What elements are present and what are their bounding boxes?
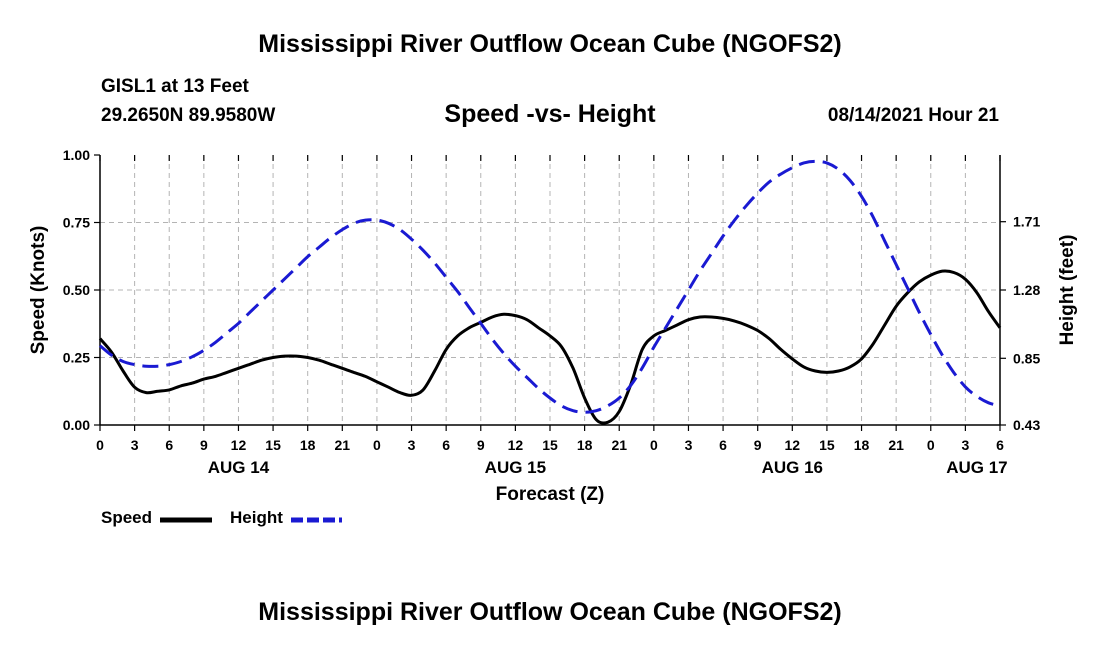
y-tick-label: 0.00 bbox=[63, 417, 90, 433]
y2-tick-label: 1.28 bbox=[1013, 282, 1040, 298]
legend-speed-label: Speed bbox=[101, 508, 153, 527]
x-tick-label: 3 bbox=[961, 437, 969, 453]
x-tick-label: 0 bbox=[650, 437, 658, 453]
x-tick-label: 12 bbox=[785, 437, 801, 453]
x-tick-label: 15 bbox=[265, 437, 281, 453]
axes bbox=[94, 154, 1006, 431]
day-label: AUG 15 bbox=[485, 458, 546, 477]
x-tick-label: 6 bbox=[442, 437, 450, 453]
y-tick-label: 0.25 bbox=[63, 350, 90, 366]
x-tick-label: 21 bbox=[611, 437, 627, 453]
x-axis-title: Forecast (Z) bbox=[496, 484, 605, 505]
x-tick-label: 0 bbox=[373, 437, 381, 453]
y2-tick-label: 0.85 bbox=[1013, 350, 1040, 366]
series bbox=[98, 159, 1002, 425]
x-tick-label: 0 bbox=[927, 437, 935, 453]
x-tick-label: 15 bbox=[819, 437, 835, 453]
x-tick-label: 18 bbox=[854, 437, 870, 453]
chart-main-title: Mississippi River Outflow Ocean Cube (NG… bbox=[258, 30, 842, 58]
y-tick-label: 0.75 bbox=[63, 215, 90, 231]
x-tick-label: 6 bbox=[165, 437, 173, 453]
x-tick-label: 3 bbox=[131, 437, 139, 453]
height-series-line bbox=[99, 159, 1001, 414]
x-tick-label: 9 bbox=[477, 437, 485, 453]
x-tick-label: 18 bbox=[577, 437, 593, 453]
x-tick-label: 21 bbox=[335, 437, 351, 453]
speed-series-line bbox=[98, 269, 1002, 425]
x-tick-label: 3 bbox=[408, 437, 416, 453]
day-label: AUG 16 bbox=[762, 458, 823, 477]
x-tick-label: 9 bbox=[754, 437, 762, 453]
axis-labels: 0 3 6 9 12 15 18 21 0 3 6 9 12 15 18 21 0 3 6 9 12 15 18 21 0 3 6 A… bbox=[28, 147, 1078, 505]
x-tick-label: 18 bbox=[300, 437, 316, 453]
station-coordinates: 29.2650N 89.9580W bbox=[101, 105, 276, 126]
y2-tick-label: 0.43 bbox=[1013, 417, 1040, 433]
legend-height-label: Height bbox=[230, 508, 283, 527]
footer-title: Mississippi River Outflow Ocean Cube (NG… bbox=[258, 598, 842, 626]
x-tick-label: 12 bbox=[508, 437, 524, 453]
y-tick-label: 0.50 bbox=[63, 282, 90, 298]
station-name: GISL1 at 13 Feet bbox=[101, 76, 249, 97]
x-tick-label: 15 bbox=[542, 437, 558, 453]
y-axis-title: Speed (Knots) bbox=[28, 226, 49, 355]
y2-tick-label: 1.71 bbox=[1013, 214, 1040, 230]
chart-subtitle: Speed -vs- Height bbox=[444, 100, 656, 128]
x-tick-label: 21 bbox=[888, 437, 904, 453]
day-label: AUG 14 bbox=[208, 458, 270, 477]
y-tick-label: 1.00 bbox=[63, 147, 90, 163]
forecast-timestamp: 08/14/2021 Hour 21 bbox=[827, 105, 999, 126]
gridlines bbox=[100, 155, 1000, 425]
x-tick-label: 9 bbox=[200, 437, 208, 453]
x-tick-label: 0 bbox=[96, 437, 104, 453]
day-label: AUG 17 bbox=[946, 458, 1007, 477]
y2-axis-title: Height (feet) bbox=[1057, 235, 1078, 346]
x-tick-label: 6 bbox=[719, 437, 727, 453]
x-tick-label: 6 bbox=[996, 437, 1004, 453]
x-tick-label: 12 bbox=[231, 437, 247, 453]
x-tick-label: 3 bbox=[685, 437, 693, 453]
